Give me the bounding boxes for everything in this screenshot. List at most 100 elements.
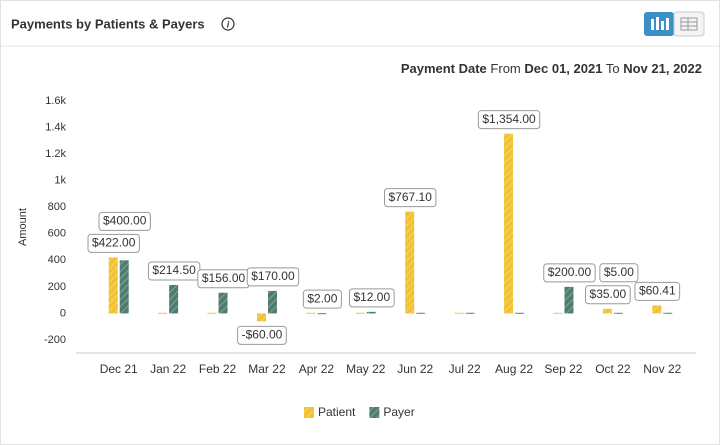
- data-label-text: $200.00: [548, 265, 592, 279]
- data-label: $200.00: [543, 263, 596, 283]
- y-tick-label: 1k: [54, 175, 66, 187]
- data-label-text: $2.00: [307, 291, 337, 305]
- data-label-text: $156.00: [202, 271, 246, 285]
- data-label: -$60.00: [237, 325, 287, 345]
- data-label: $60.41: [634, 281, 681, 301]
- x-tick-label: Jun 22: [397, 362, 433, 376]
- data-label: $5.00: [599, 263, 639, 283]
- data-label-text: $400.00: [103, 214, 147, 228]
- data-label-text: $35.00: [590, 287, 627, 301]
- data-label-text: $170.00: [251, 269, 295, 283]
- data-label: $400.00: [98, 211, 151, 231]
- bar: [207, 312, 217, 314]
- bar: [602, 308, 612, 314]
- legend-swatch: [369, 407, 380, 418]
- x-tick-label: Mar 22: [248, 362, 286, 376]
- data-label: $170.00: [246, 267, 300, 287]
- data-label: $2.00: [302, 289, 342, 309]
- data-label-box: [384, 188, 437, 208]
- bar: [564, 286, 574, 314]
- bar: [613, 312, 623, 314]
- data-label-text: -$60.00: [242, 328, 283, 342]
- y-tick-label: 0: [60, 307, 66, 319]
- data-label-box: [87, 233, 140, 253]
- data-label-box: [246, 267, 300, 287]
- x-tick-label: Jul 22: [449, 362, 481, 376]
- bar: [218, 292, 228, 314]
- data-label: $1,354.00: [477, 110, 541, 130]
- y-axis-title: Amount: [17, 208, 29, 246]
- data-label-box: [98, 211, 151, 231]
- subtitle: Payment Date From Dec 01, 2021 To Nov 21…: [401, 61, 702, 76]
- y-tick-label: 200: [48, 281, 66, 293]
- x-tick-label: Nov 22: [643, 362, 681, 376]
- x-tick-label: May 22: [346, 362, 386, 376]
- bar: [256, 313, 266, 322]
- data-label-box: [477, 110, 541, 130]
- data-label-text: $60.41: [639, 284, 676, 298]
- data-label-text: $1,354.00: [482, 112, 536, 126]
- bar: [119, 260, 129, 314]
- data-label-box: [237, 325, 287, 345]
- y-tick-label: 1.4k: [45, 121, 66, 133]
- data-label-box: [348, 288, 395, 308]
- y-tick-label: 600: [48, 228, 66, 240]
- y-tick-label: -200: [44, 334, 66, 346]
- chart-view-toggle[interactable]: [644, 12, 674, 36]
- data-label-box: [543, 263, 596, 283]
- bar: [465, 312, 475, 314]
- y-tick-label: 1.6k: [45, 95, 66, 107]
- data-label-text: $767.10: [389, 190, 433, 204]
- bar: [355, 312, 365, 314]
- legend-item[interactable]: Payer: [369, 405, 415, 419]
- x-tick-label: Oct 22: [595, 362, 631, 376]
- data-label-text: $5.00: [604, 265, 634, 279]
- bar: [454, 312, 464, 314]
- y-tick-label: 1.2k: [45, 148, 66, 160]
- svg-text:i: i: [227, 19, 230, 29]
- chart-title: Payments by Patients & Payers: [11, 16, 205, 31]
- data-label: $767.10: [384, 188, 437, 208]
- bar: [158, 312, 168, 314]
- legend-label: Payer: [383, 405, 414, 419]
- data-label: $12.00: [348, 288, 395, 308]
- info-icon[interactable]: i: [221, 17, 235, 31]
- x-tick-label: Sep 22: [544, 362, 582, 376]
- bar: [553, 312, 563, 314]
- x-tick-label: Jan 22: [150, 362, 186, 376]
- x-tick-label: Aug 22: [495, 362, 533, 376]
- bar: [108, 257, 118, 314]
- bar: [504, 133, 514, 314]
- bar: [317, 313, 327, 315]
- bar: [663, 312, 673, 314]
- data-label-text: $422.00: [92, 236, 136, 250]
- data-label-box: [599, 263, 639, 283]
- x-tick-label: Dec 21: [100, 362, 138, 376]
- bar: [366, 311, 376, 314]
- data-label-box: [302, 289, 342, 309]
- data-label: $214.50: [147, 261, 201, 281]
- data-label-box: [585, 285, 631, 305]
- bar: [169, 284, 179, 314]
- legend-item[interactable]: Patient: [304, 405, 356, 419]
- bar: [306, 312, 316, 314]
- bar: [416, 312, 426, 314]
- data-label-box: [634, 281, 681, 301]
- bar: [515, 312, 525, 314]
- y-tick-label: 400: [48, 254, 66, 266]
- table-view-toggle[interactable]: [673, 11, 705, 37]
- bar: [405, 211, 415, 314]
- data-label: $35.00: [585, 285, 631, 305]
- x-tick-label: Apr 22: [299, 362, 335, 376]
- data-label-text: $12.00: [353, 290, 390, 304]
- y-tick-label: 800: [48, 201, 66, 213]
- bar: [652, 305, 662, 314]
- data-label: $156.00: [197, 269, 250, 289]
- legend-swatch: [304, 407, 314, 418]
- x-tick-label: Feb 22: [199, 362, 237, 376]
- data-label: $422.00: [87, 233, 140, 253]
- data-label-text: $214.50: [152, 263, 196, 277]
- bar: [267, 290, 277, 314]
